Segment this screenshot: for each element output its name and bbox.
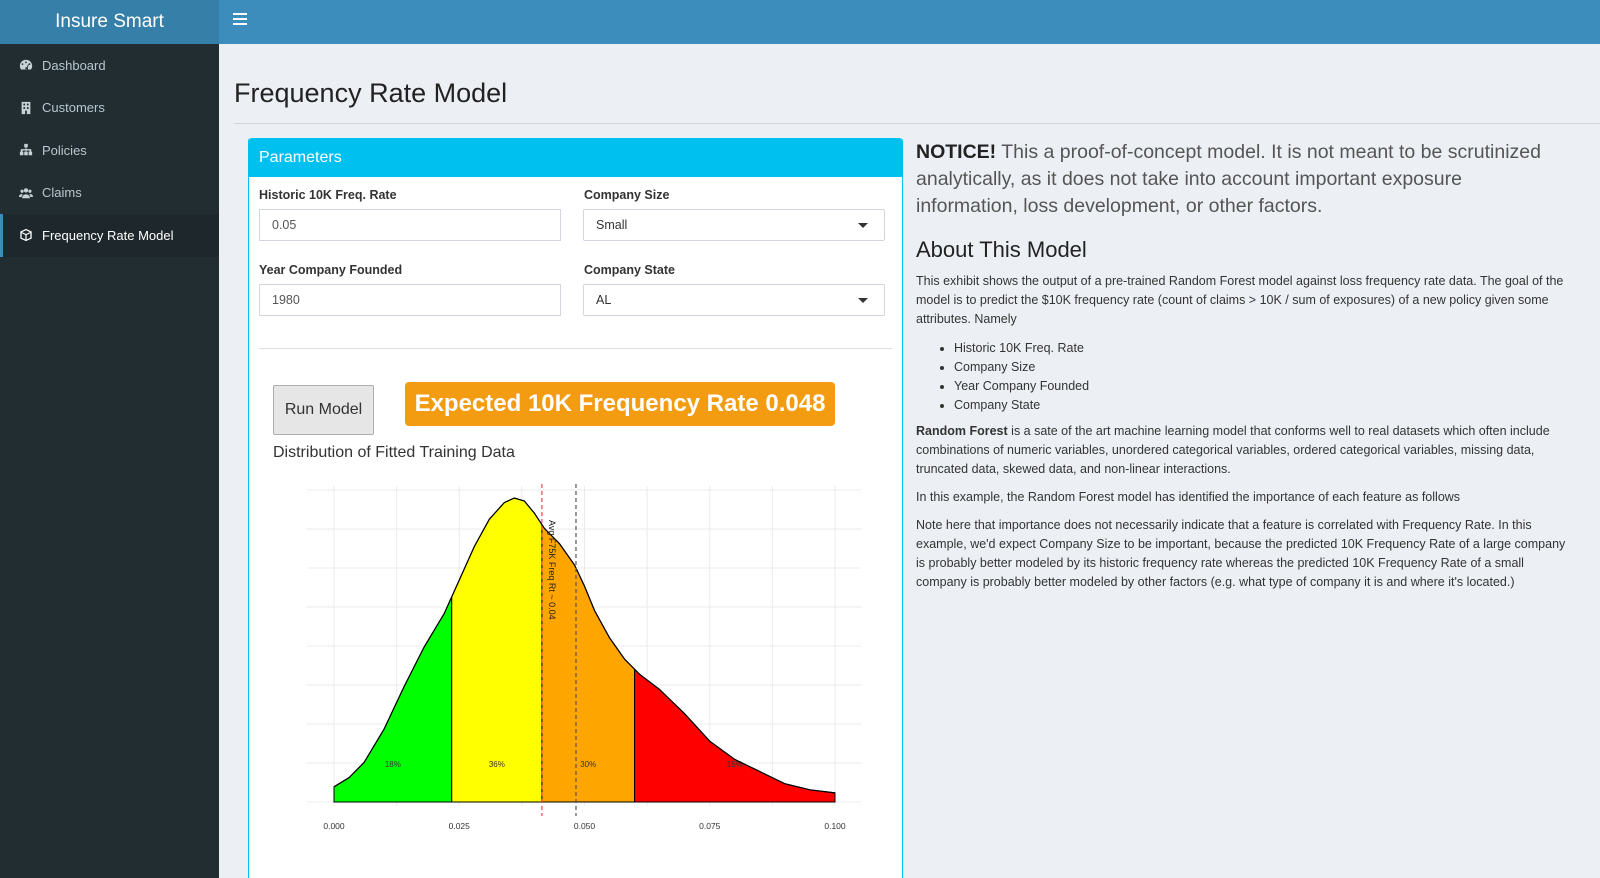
density-band [634,668,836,803]
density-curve [333,497,836,794]
company-size-select[interactable]: Small [583,209,885,241]
x-tick-label: 0.100 [824,821,846,831]
random-forest-strong: Random Forest [916,424,1008,438]
plot-title: Distribution of Fitted Training Data [273,444,515,461]
sidebar-item-label: Claims [42,185,82,201]
attribute-list: Historic 10K Freq. Rate Company Size Yea… [954,339,1089,415]
year-founded-input[interactable]: 1980 [259,284,561,316]
company-size-value: Small [596,218,628,232]
random-forest-text: Random Forest is a sate of the art machi… [916,422,1566,479]
company-size-label: Company Size [584,188,670,202]
notice-body: This a proof-of-concept model. It is not… [916,141,1542,217]
x-tick-label: 0.050 [574,821,596,831]
x-tick-label: 0.075 [699,821,721,831]
main-content: Frequency Rate Model Parameters Historic… [219,44,1600,878]
chevron-down-icon [858,298,868,303]
density-band [451,497,543,803]
company-state-label: Company State [584,263,675,277]
parameters-header: Parameters [249,138,902,177]
cube-icon [19,228,33,242]
band-percent-label: 30% [580,760,596,769]
reference-line-label: Avg F75K Freq Rt ~ 0.04 [547,520,557,620]
company-state-value: AL [596,293,612,307]
historic-rate-label: Historic 10K Freq. Rate [259,188,397,202]
sidebar-item-label: Frequency Rate Model [42,227,174,243]
list-item: Company State [954,396,1089,415]
sidebar-item-claims[interactable]: Claims [0,172,219,215]
notice-strong: NOTICE! [916,141,997,163]
sidebar-item-label: Customers [42,100,105,116]
chevron-down-icon [858,223,868,228]
random-forest-body: is a sate of the art machine learning mo… [916,424,1550,476]
notice-text: NOTICE! This a proof-of-concept model. I… [916,139,1546,220]
sitemap-icon [19,143,33,157]
users-icon [19,186,33,200]
x-tick-label: 0.025 [449,821,471,831]
title-divider [234,123,1600,124]
building-icon [19,101,33,115]
sidebar-item-customers[interactable]: Customers [0,87,219,130]
x-tick-label: 0.000 [323,821,345,831]
density-band [333,596,453,803]
list-item: Year Company Founded [954,377,1089,396]
sidebar-item-frequency-rate-model[interactable]: Frequency Rate Model [0,214,219,257]
sidebar-item-dashboard[interactable]: Dashboard [0,44,219,87]
band-percent-label: 15% [727,760,743,769]
example-text: In this example, the Random Forest model… [916,490,1461,504]
app-logo[interactable]: Insure Smart [0,0,219,44]
top-navbar [219,0,1600,44]
run-model-button[interactable]: Run Model [273,385,374,435]
sidebar-item-label: Policies [42,142,87,158]
dashboard-icon [19,58,33,72]
list-item: Company Size [954,358,1089,377]
menu-toggle-icon[interactable] [233,13,247,27]
list-item: Historic 10K Freq. Rate [954,339,1089,358]
page-title: Frequency Rate Model [234,78,508,108]
band-percent-label: 18% [385,760,401,769]
year-founded-label: Year Company Founded [259,263,403,277]
band-percent-label: 36% [489,760,505,769]
box-divider [259,348,892,349]
parameters-box: Parameters Historic 10K Freq. Rate 0.05 … [248,138,903,878]
historic-rate-input[interactable]: 0.05 [259,209,561,241]
note-text: Note here that importance does not neces… [916,518,1566,589]
sidebar: Dashboard Customers Policies Claims Freq… [0,44,219,878]
density-plot: 18% 36% 30% 15% Avg F75K Freq Rt ~ 0.04 0.000… [307,484,861,831]
company-state-select[interactable]: AL [583,284,885,316]
sidebar-item-policies[interactable]: Policies [0,129,219,172]
sidebar-item-label: Dashboard [42,57,106,73]
expected-rate-badge: Expected 10K Frequency Rate 0.048 [405,382,835,426]
about-intro: This exhibit shows the output of a pre-t… [916,274,1564,326]
about-title: About This Model [916,237,1087,262]
